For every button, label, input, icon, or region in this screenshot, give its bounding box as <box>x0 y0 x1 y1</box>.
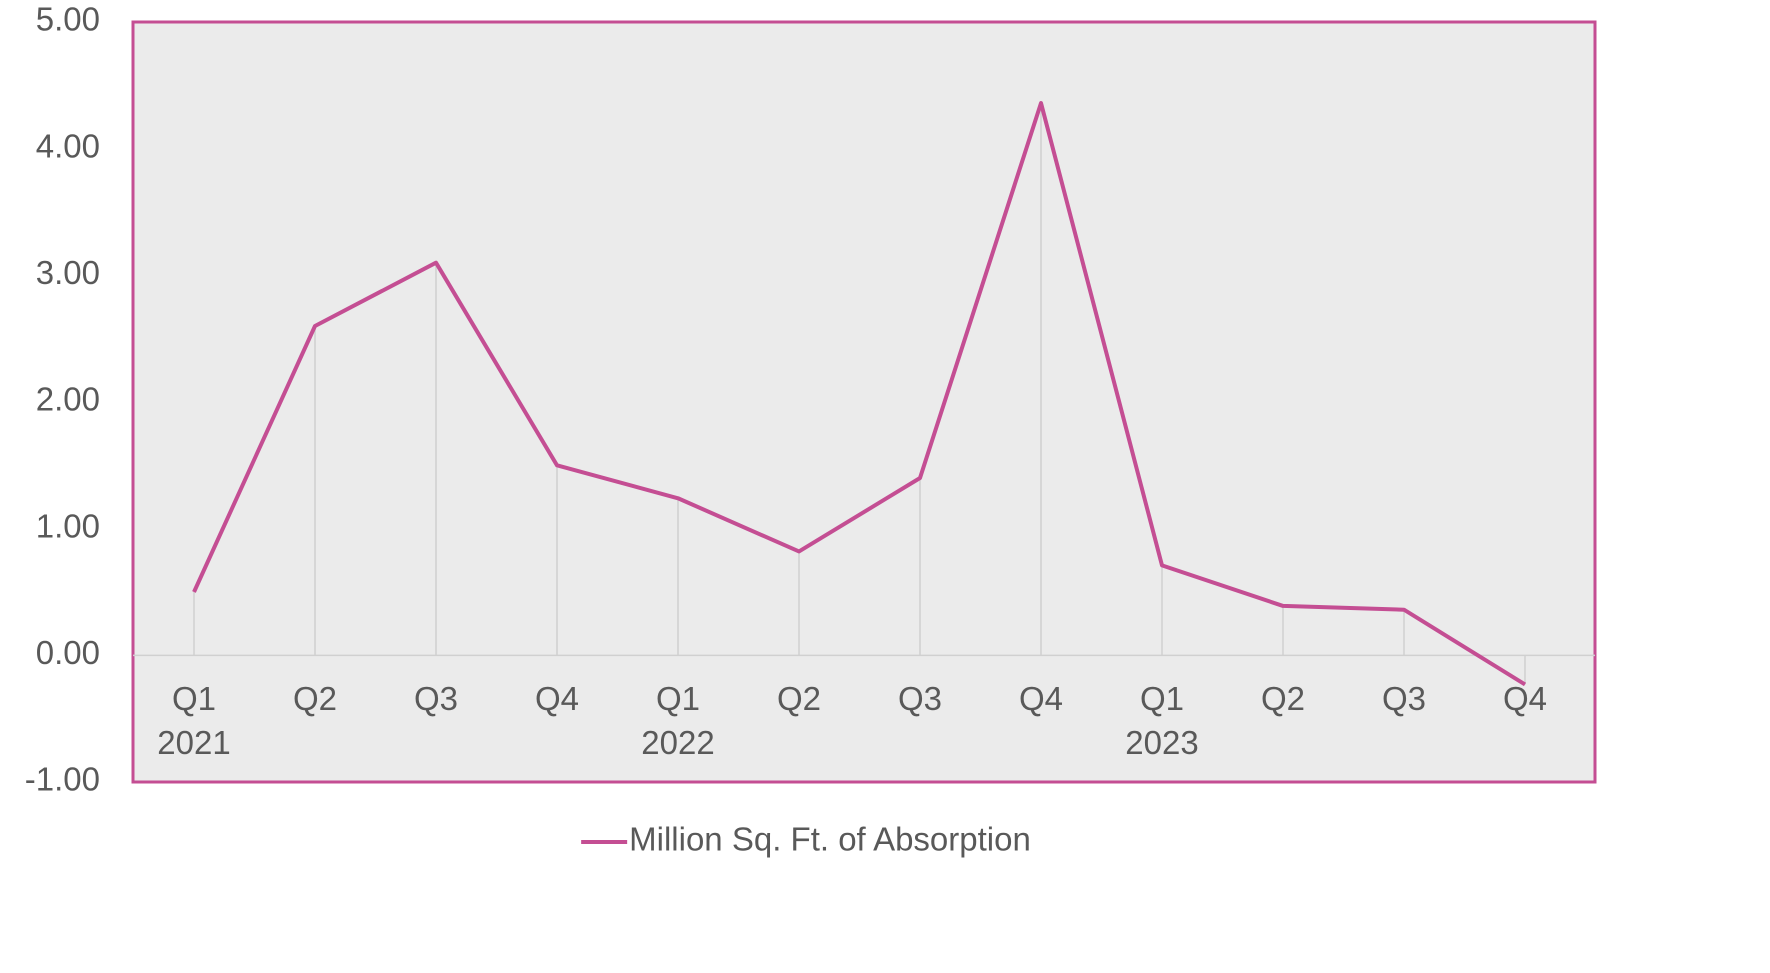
x-tick-label: Q2 <box>293 680 337 717</box>
x-tick-label: Q4 <box>1503 680 1547 717</box>
x-tick-label: Q4 <box>535 680 579 717</box>
y-tick-label: 1.00 <box>36 507 100 544</box>
x-tick-label: Q1 <box>1140 680 1184 717</box>
x-group-label: 2021 <box>157 724 230 761</box>
x-tick-label: Q3 <box>1382 680 1426 717</box>
x-tick-label: Q3 <box>414 680 458 717</box>
x-group-label: 2022 <box>641 724 714 761</box>
y-tick-label: 4.00 <box>36 127 100 164</box>
y-tick-label: 0.00 <box>36 634 100 671</box>
y-tick-label: 2.00 <box>36 381 100 418</box>
x-tick-label: Q3 <box>898 680 942 717</box>
x-tick-label: Q1 <box>172 680 216 717</box>
x-tick-label: Q4 <box>1019 680 1063 717</box>
y-tick-label: -1.00 <box>25 761 100 798</box>
y-tick-label: 3.00 <box>36 254 100 291</box>
y-tick-label: 5.00 <box>36 1 100 38</box>
x-tick-label: Q2 <box>777 680 821 717</box>
x-tick-label: Q2 <box>1261 680 1305 717</box>
plot-area <box>131 20 1597 784</box>
legend-label: Million Sq. Ft. of Absorption <box>629 821 1031 858</box>
x-group-label: 2023 <box>1125 724 1198 761</box>
x-tick-label: Q1 <box>656 680 700 717</box>
series-line <box>192 101 1527 687</box>
